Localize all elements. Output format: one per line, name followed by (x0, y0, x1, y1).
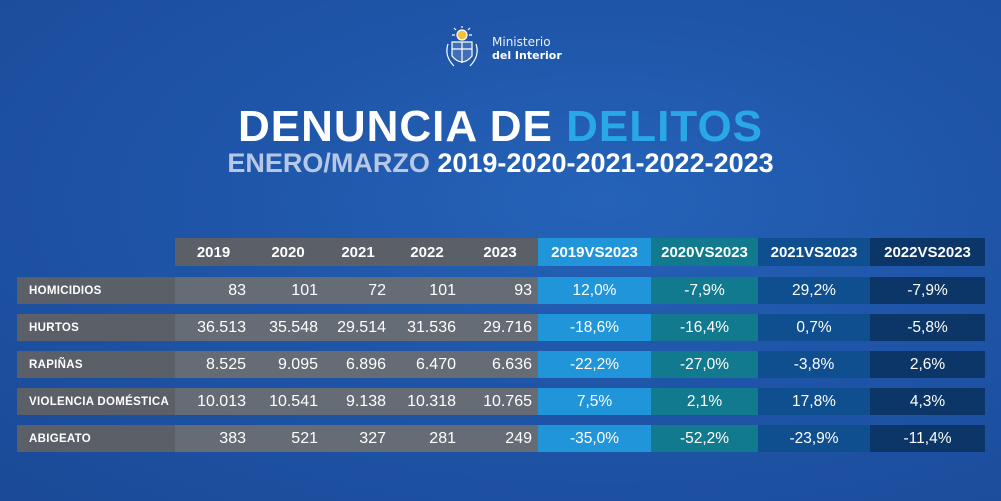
table-cell-count: 8.525 (175, 351, 252, 378)
table-cell-change: -23,9% (758, 425, 870, 452)
table-cell-count: 35.548 (252, 314, 324, 341)
table-cell-change: 12,0% (538, 277, 651, 304)
table-cell-count: 521 (252, 425, 324, 452)
table-cell-count: 249 (462, 425, 538, 452)
table-cell-change: -7,9% (651, 277, 758, 304)
table-cell-count: 93 (462, 277, 538, 304)
row-label: ABIGEATO (17, 425, 175, 452)
table-cell-change: 2,6% (870, 351, 985, 378)
table-cell-change: -27,0% (651, 351, 758, 378)
table-cell-count: 31.536 (392, 314, 462, 341)
table-cell-count: 10.765 (462, 388, 538, 415)
page-title: DENUNCIA DE DELITOS (0, 103, 1001, 151)
header-2022vs2023: 2022VS2023 (870, 238, 985, 266)
table-cell-change: 2,1% (651, 388, 758, 415)
table-cell-change: -35,0% (538, 425, 651, 452)
table-cell-change: 7,5% (538, 388, 651, 415)
page-subtitle: ENERO/MARZO 2019-2020-2021-2022-2023 (0, 148, 1001, 178)
header-2020: 2020 (252, 238, 324, 266)
table-cell-count: 383 (175, 425, 252, 452)
title-main: DENUNCIA DE (237, 102, 553, 151)
row-label: VIOLENCIA DOMÉSTICA (17, 388, 175, 415)
table-cell-count: 72 (324, 277, 392, 304)
table-cell-count: 101 (392, 277, 462, 304)
table-cell-count: 101 (252, 277, 324, 304)
coat-of-arms-icon (440, 26, 484, 72)
table-cell-count: 6.470 (392, 351, 462, 378)
table-cell-change: 4,3% (870, 388, 985, 415)
table-cell-count: 29.514 (324, 314, 392, 341)
table-cell-change: -7,9% (870, 277, 985, 304)
table-cell-change: -18,6% (538, 314, 651, 341)
row-label: HOMICIDIOS (17, 277, 175, 304)
table-cell-change: 17,8% (758, 388, 870, 415)
row-label: RAPIÑAS (17, 351, 175, 378)
table-cell-count: 9.095 (252, 351, 324, 378)
table-cell-change: -22,2% (538, 351, 651, 378)
header-2019vs2023: 2019VS2023 (538, 238, 651, 266)
table-cell-count: 83 (175, 277, 252, 304)
table-cell-change: -52,2% (651, 425, 758, 452)
header-2020vs2023: 2020VS2023 (651, 238, 758, 266)
table-cell-change: 29,2% (758, 277, 870, 304)
table-cell-change: -5,8% (870, 314, 985, 341)
subtitle-period: ENERO/MARZO (227, 148, 430, 178)
logo-line1: Ministerio (492, 35, 551, 50)
header-2021vs2023: 2021VS2023 (758, 238, 870, 266)
table-cell-count: 327 (324, 425, 392, 452)
header-2022: 2022 (392, 238, 462, 266)
table-cell-count: 36.513 (175, 314, 252, 341)
table-cell-count: 10.013 (175, 388, 252, 415)
header-2021: 2021 (324, 238, 392, 266)
table-cell-change: -11,4% (870, 425, 985, 452)
table-cell-count: 9.138 (324, 388, 392, 415)
ministry-logo: Ministerio del Interior (440, 26, 562, 72)
table-cell-count: 10.318 (392, 388, 462, 415)
table-cell-change: -3,8% (758, 351, 870, 378)
header-2023: 2023 (462, 238, 538, 266)
table-cell-count: 6.896 (324, 351, 392, 378)
title-accent: DELITOS (566, 102, 764, 151)
table-cell-count: 281 (392, 425, 462, 452)
table-cell-change: -16,4% (651, 314, 758, 341)
table-cell-count: 6.636 (462, 351, 538, 378)
table-cell-count: 10.541 (252, 388, 324, 415)
table-cell-change: 0,7% (758, 314, 870, 341)
logo-line2: del Interior (492, 48, 562, 62)
header-2019: 2019 (175, 238, 252, 266)
row-label: HURTOS (17, 314, 175, 341)
subtitle-years: 2019-2020-2021-2022-2023 (437, 148, 774, 178)
table-cell-count: 29.716 (462, 314, 538, 341)
